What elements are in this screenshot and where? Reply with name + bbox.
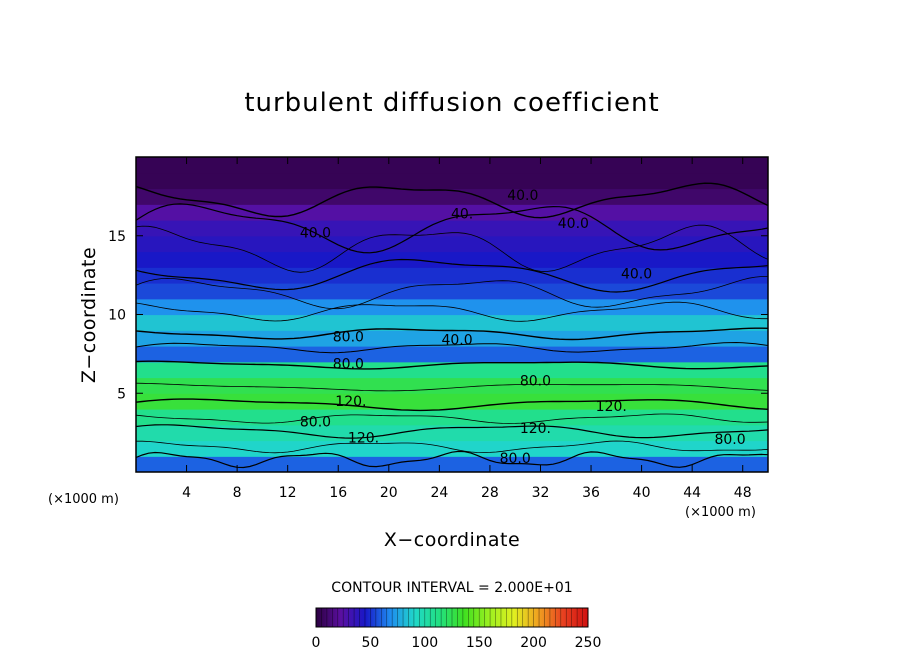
colorbar-tick-label: 200 [520, 635, 547, 651]
heatmap-band [136, 283, 768, 300]
colorbar-stripes [321, 608, 583, 627]
y-tick-label: 15 [108, 229, 126, 245]
contour-line [136, 424, 768, 439]
contour-label: 40.0 [558, 216, 589, 232]
contour-label: 40.0 [507, 188, 538, 204]
contour-line [136, 276, 768, 310]
heatmap-band [136, 377, 768, 394]
contour-line [136, 360, 768, 370]
y-axis-label: Z−coordinate [78, 247, 100, 383]
contour-line [136, 440, 768, 454]
x-tick-label: 8 [233, 485, 242, 501]
x-tick-label: 4 [182, 485, 191, 501]
heatmap-band [136, 235, 768, 253]
contour-label: 120. [596, 399, 627, 415]
y-axis-ticks: 5 10 15 [108, 229, 768, 402]
contour-label: 80.0 [520, 374, 551, 390]
x-unit-right: (×1000 m) [685, 505, 756, 520]
x-axis-label: X−coordinate [384, 529, 520, 551]
x-tick-label: 40 [633, 485, 651, 501]
heatmap-band [136, 330, 768, 347]
contour-line [136, 398, 768, 412]
heatmap-band [136, 204, 768, 221]
contour-label: 40.0 [621, 267, 652, 283]
heatmap-band [136, 409, 768, 426]
x-axis-ticks: 4 8 12 16 20 24 28 32 36 40 44 48 [182, 157, 752, 501]
contour-label: 120. [348, 430, 379, 446]
contour-label: 40.0 [300, 226, 331, 242]
x-tick-label: 28 [481, 485, 499, 501]
colorbar: 0 50 100 150 200 250 [312, 607, 602, 651]
colorbar-frame [315, 607, 589, 628]
contour-line [136, 413, 768, 424]
heatmap-band [136, 251, 768, 268]
colorbar-tick-label: 100 [411, 635, 438, 651]
heatmap-band [136, 456, 768, 472]
heatmap-band [136, 267, 768, 284]
contour-line [136, 341, 768, 354]
contour-line [136, 382, 768, 392]
heatmap-band [136, 393, 768, 410]
heatmap-band [136, 188, 768, 205]
contour-label: 120. [335, 394, 366, 410]
contour-interval-note: CONTOUR INTERVAL = 2.000E+01 [331, 580, 572, 596]
contour-line [136, 327, 768, 341]
x-tick-label: 36 [582, 485, 600, 501]
y-tick-label: 10 [108, 308, 126, 324]
colorbar-tick-label: 0 [312, 635, 321, 651]
colorbar-ticks: 0 50 100 150 200 250 [312, 635, 602, 651]
colorbar-tick-label: 250 [575, 635, 602, 651]
heatmap-band [136, 157, 768, 174]
x-tick-label: 44 [683, 485, 701, 501]
x-tick-label: 32 [532, 485, 550, 501]
x-tick-label: 20 [380, 485, 398, 501]
contour-line [136, 203, 768, 254]
heatmap-band [136, 172, 768, 190]
chart-title: turbulent diffusion coefficient [244, 88, 659, 118]
contour-lines [136, 182, 768, 469]
contour-label: 120. [520, 421, 551, 437]
x-tick-label: 48 [734, 485, 752, 501]
contour-label: 80.0 [714, 432, 745, 448]
colorbar-tick-label: 150 [466, 635, 493, 651]
contour-label: 80.0 [333, 330, 364, 346]
contour-line [136, 450, 768, 469]
contour-label: 40.0 [441, 333, 472, 349]
y-tick-label: 5 [117, 386, 126, 402]
colorbar-tick-label: 50 [361, 635, 379, 651]
x-tick-label: 12 [279, 485, 297, 501]
contour-label: 80.0 [300, 415, 331, 431]
contour-label: 80.0 [500, 451, 531, 467]
contour-line [136, 182, 768, 219]
contour-label: 80.0 [333, 356, 364, 372]
contour-label: 40. [451, 207, 473, 223]
heatmap-band [136, 424, 768, 442]
x-tick-label: 24 [430, 485, 448, 501]
heatmap-band [136, 314, 768, 331]
contour-line [136, 258, 768, 293]
x-unit-left: (×1000 m) [48, 492, 119, 507]
contour-line [136, 301, 768, 322]
contour-line [136, 224, 768, 273]
x-tick-label: 16 [329, 485, 347, 501]
